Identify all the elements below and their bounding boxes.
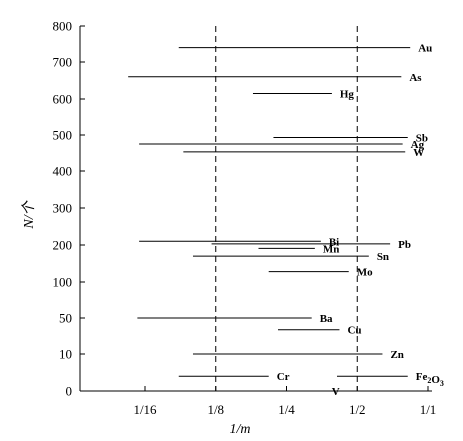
y-tick-label: 600 bbox=[53, 92, 73, 107]
range-bars bbox=[128, 47, 411, 392]
range-bar-label-bi: Bi bbox=[329, 236, 339, 248]
range-bar-label-hg: Hg bbox=[340, 88, 355, 100]
range-bar-label-ag: Ag bbox=[411, 139, 425, 151]
y-tick-label: 300 bbox=[53, 201, 73, 216]
x-tick-label: 1/4 bbox=[278, 402, 295, 417]
range-bar-label-cr: Cr bbox=[277, 371, 290, 383]
range-bar-label-sn: Sn bbox=[377, 251, 389, 263]
y-tick-label: 500 bbox=[53, 128, 73, 143]
y-tick-label: 50 bbox=[59, 311, 72, 326]
y-axis-title: N/个 bbox=[21, 199, 37, 229]
x-tick-label: 1/1 bbox=[420, 402, 437, 417]
y-tick-label: 800 bbox=[53, 19, 73, 34]
x-ticks: 1/16 1/8 1/4 1/2 1/1 bbox=[133, 386, 436, 417]
range-bar-label-cu: Cu bbox=[347, 325, 361, 337]
y-tick-label: 0 bbox=[66, 384, 73, 399]
range-bar-label-sb: Sb bbox=[416, 133, 428, 145]
range-bar-label-w: W bbox=[413, 147, 424, 159]
y-tick-label: 100 bbox=[53, 275, 73, 290]
x-tick-label: 1/2 bbox=[349, 402, 366, 417]
x-tick-label: 1/8 bbox=[207, 402, 224, 417]
y-tick-label: 700 bbox=[53, 55, 73, 70]
y-tick-label: 10 bbox=[59, 347, 72, 362]
reference-lines bbox=[215, 26, 358, 391]
range-bar-label-fe2o3: Fe2O3 bbox=[416, 371, 444, 388]
range-bar-label-ba: Ba bbox=[320, 313, 333, 325]
range-bar-label-pb: Pb bbox=[398, 239, 411, 251]
y-tick-label: 200 bbox=[53, 238, 73, 253]
x-tick-label: 1/16 bbox=[133, 402, 157, 417]
range-bar-label-au: Au bbox=[418, 43, 432, 55]
axes bbox=[79, 26, 432, 392]
range-bar-label-mn: Mn bbox=[323, 243, 340, 255]
x-axis-title: 1/m bbox=[230, 422, 251, 437]
y-tick-label: 400 bbox=[53, 164, 73, 179]
range-bar-label-mo: Mo bbox=[357, 267, 373, 279]
range-bar-label-zn: Zn bbox=[390, 349, 403, 361]
range-bar-label-as: As bbox=[409, 72, 422, 84]
range-bar-label-v: V bbox=[332, 386, 340, 398]
